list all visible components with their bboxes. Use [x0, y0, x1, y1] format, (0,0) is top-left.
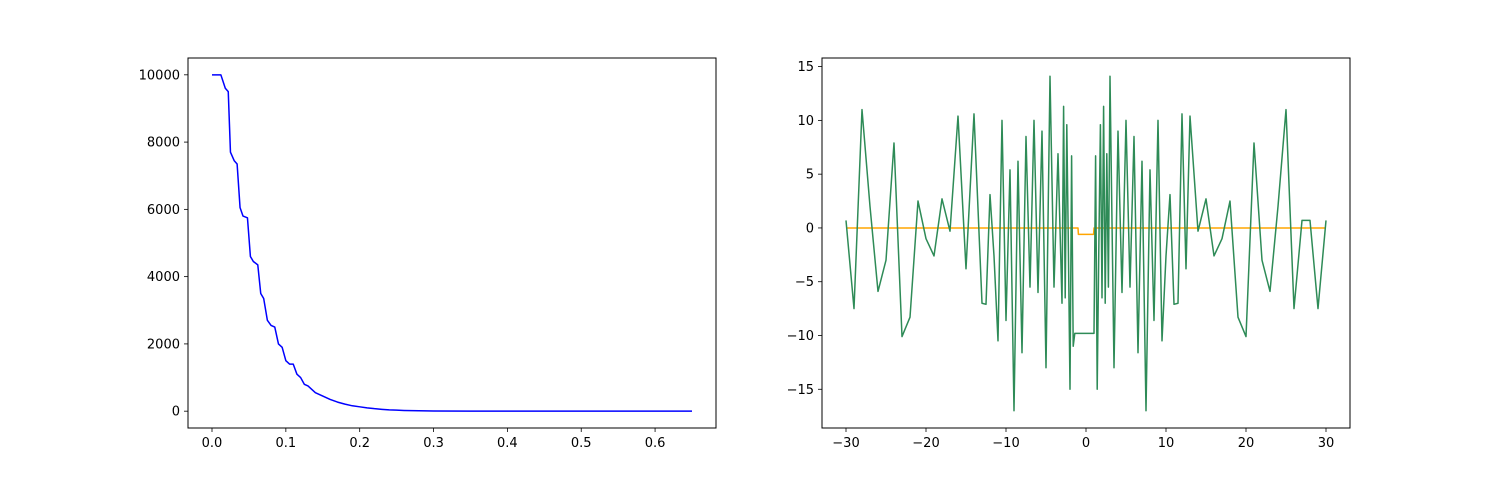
x-tick-label: 20	[1238, 436, 1255, 451]
axes-left: 0.0 0.1 0.2 0.3 0.4 0.5 0.6 0 2000 4000 6000 8000 10…	[139, 57, 717, 451]
x-tick-label: 0.4	[497, 436, 518, 451]
x-tick-label: 0.2	[349, 436, 370, 451]
y-tick-label: −15	[787, 383, 814, 398]
y-tick-label: −5	[795, 275, 814, 290]
y-tick-label: 0	[806, 221, 814, 236]
series-line-1-0	[846, 227, 1326, 236]
axes-right: −30 −20 −10 0 10 20 30 −15 −10 −5 0 5 10 15	[787, 57, 1351, 451]
axes-frame	[187, 57, 717, 429]
x-tick-label: −10	[992, 436, 1019, 451]
series-line-0-0	[212, 74, 692, 412]
x-tick-label: 0.6	[645, 436, 666, 451]
y-tick-label: 2000	[147, 337, 180, 352]
x-tick-label: 30	[1318, 436, 1335, 451]
y-tick-label: 0	[172, 405, 180, 420]
x-tick-label: 0.1	[276, 436, 297, 451]
axes-frame	[821, 57, 1351, 429]
x-tick-label: 10	[1158, 436, 1175, 451]
y-tick-label: 8000	[147, 136, 180, 151]
x-tick-label: 0.5	[571, 436, 592, 451]
y-tick-label: −10	[787, 329, 814, 344]
x-tick-label: −30	[832, 436, 859, 451]
y-tick-label: 6000	[147, 203, 180, 218]
series-line-1-1	[845, 75, 1327, 412]
x-tick-label: 0.3	[423, 436, 444, 451]
y-tick-label: 10	[797, 114, 814, 129]
y-tick-label: 10000	[139, 68, 180, 83]
y-tick-label: 5	[806, 168, 814, 183]
y-tick-label: 4000	[147, 270, 180, 285]
x-tick-label: 0.0	[202, 436, 223, 451]
x-tick-label: −20	[912, 436, 939, 451]
y-tick-label: 15	[797, 60, 814, 75]
x-tick-label: 0	[1082, 436, 1090, 451]
